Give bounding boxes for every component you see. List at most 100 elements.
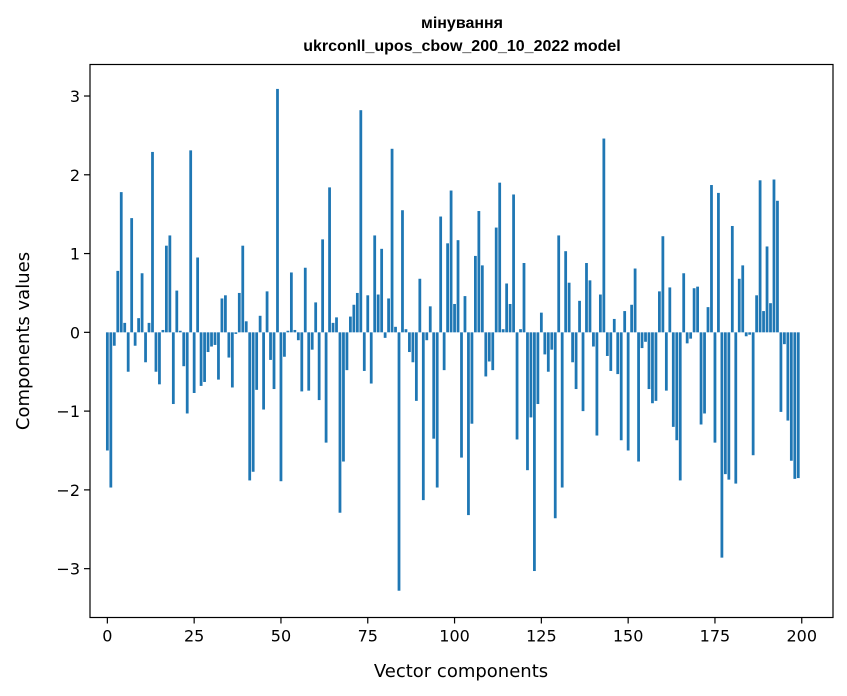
bar-163 <box>671 332 675 427</box>
bar-167 <box>685 332 689 344</box>
bar-60 <box>314 302 318 333</box>
bar-64 <box>328 187 331 333</box>
bar-67 <box>338 332 342 513</box>
bar-165 <box>678 332 682 481</box>
bar-180 <box>730 225 734 333</box>
bar-197 <box>789 332 793 461</box>
bar-52 <box>286 330 290 333</box>
bar-94 <box>432 332 436 439</box>
bar-85 <box>401 210 404 333</box>
bar-183 <box>741 265 745 333</box>
bars <box>105 88 800 591</box>
bar-107 <box>477 211 481 333</box>
bar-199 <box>796 332 800 479</box>
bar-71 <box>352 304 356 333</box>
bar-23 <box>185 332 189 414</box>
bar-50 <box>279 332 283 482</box>
bar-198 <box>793 332 797 479</box>
bar-140 <box>592 332 595 347</box>
bar-28 <box>203 332 206 382</box>
bar-17 <box>164 245 168 333</box>
y-tick-label-3: 3 <box>70 87 80 106</box>
bar-104 <box>467 332 470 516</box>
bar-21 <box>178 330 182 333</box>
bar-78 <box>376 294 380 333</box>
bar-22 <box>182 332 186 367</box>
bar-184 <box>744 332 748 337</box>
bar-96 <box>439 216 443 333</box>
bar-88 <box>411 332 415 363</box>
bar-45 <box>262 332 265 410</box>
bar-33 <box>220 298 224 333</box>
bar-62 <box>321 239 325 333</box>
bar-47 <box>269 332 272 360</box>
bar-44 <box>258 315 262 333</box>
bar-195 <box>783 332 786 345</box>
bar-192 <box>772 179 776 333</box>
bar-83 <box>394 326 397 333</box>
bar-145 <box>609 332 613 371</box>
bar-20 <box>175 290 179 333</box>
bar-77 <box>373 235 377 333</box>
bar-58 <box>307 332 311 391</box>
y-tick-label-0: 0 <box>70 323 80 342</box>
bar-2 <box>112 332 116 346</box>
bar-134 <box>571 332 574 363</box>
bar-46 <box>265 291 269 333</box>
bar-37 <box>234 332 238 334</box>
bar-125 <box>539 312 543 333</box>
bar-124 <box>536 332 540 405</box>
bar-191 <box>769 303 772 333</box>
bar-66 <box>335 317 338 333</box>
bar-105 <box>470 332 474 424</box>
bar-171 <box>699 332 703 425</box>
bar-153 <box>637 332 640 462</box>
x-tick-label-75: 75 <box>358 627 378 646</box>
bar-14 <box>154 332 158 372</box>
bar-43 <box>255 332 259 390</box>
bar-34 <box>224 295 227 333</box>
bar-86 <box>404 329 408 333</box>
bar-84 <box>397 332 401 591</box>
y-tick-label-2: 2 <box>70 166 80 185</box>
bar-127 <box>546 332 550 372</box>
bar-123 <box>533 332 536 572</box>
bar-61 <box>317 332 321 401</box>
bar-152 <box>633 268 637 333</box>
bar-194 <box>779 332 783 412</box>
bar-155 <box>644 332 647 342</box>
bar-117 <box>512 194 515 333</box>
bar-189 <box>762 311 765 333</box>
x-tick-label-50: 50 <box>271 627 291 646</box>
bar-1 <box>109 332 113 488</box>
bar-7 <box>130 218 134 333</box>
y-axis-label: Components values <box>13 252 34 430</box>
bar-35 <box>227 332 231 358</box>
bar-97 <box>442 332 446 371</box>
bar-0 <box>105 332 109 451</box>
x-tick-label-175: 175 <box>700 627 731 646</box>
bar-54 <box>293 329 297 333</box>
bar-181 <box>734 332 738 484</box>
bar-160 <box>661 236 665 333</box>
bar-120 <box>522 263 526 333</box>
bar-110 <box>487 332 491 362</box>
bar-92 <box>425 332 429 341</box>
bar-137 <box>581 332 585 412</box>
bar-115 <box>505 283 509 333</box>
bar-74 <box>362 332 366 371</box>
bar-139 <box>588 280 592 333</box>
bar-76 <box>369 332 373 384</box>
bar-6 <box>126 332 130 372</box>
bar-3 <box>116 270 120 333</box>
chart-subtitle: ukrconll_upos_cbow_200_10_2022 model <box>303 38 620 55</box>
bar-10 <box>140 273 144 333</box>
bar-133 <box>567 282 571 333</box>
chart-title: мінування <box>421 15 503 32</box>
bar-185 <box>748 332 752 335</box>
bar-11 <box>144 332 147 363</box>
bar-162 <box>668 287 672 333</box>
y-tick-label--2: −2 <box>56 481 80 500</box>
bar-176 <box>717 192 720 333</box>
bar-166 <box>682 273 686 333</box>
